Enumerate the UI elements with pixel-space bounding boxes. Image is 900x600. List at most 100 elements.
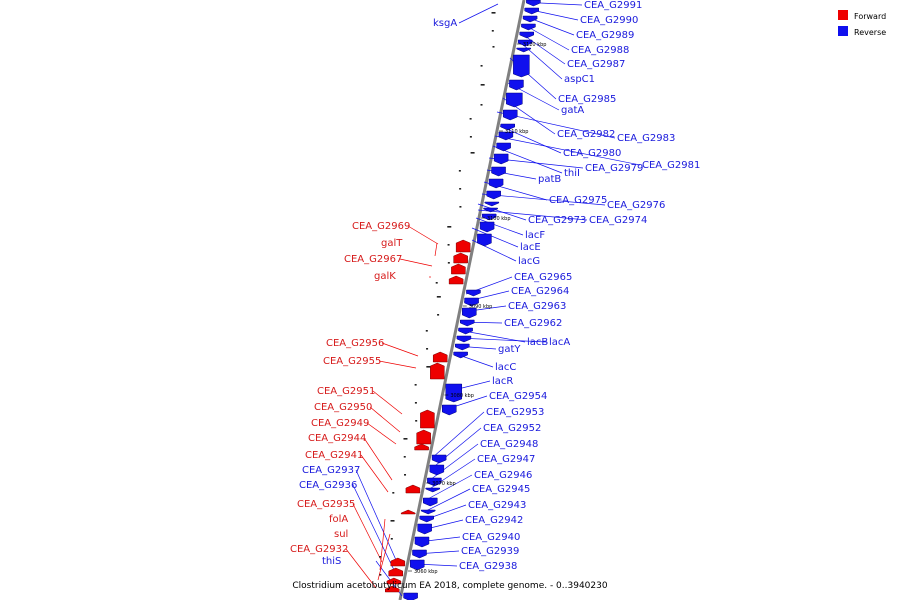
- reverse-gene-31: [445, 383, 463, 403]
- reverse-gene-label: gatA: [561, 105, 584, 116]
- forward-gene-13: [386, 577, 402, 585]
- reverse-leader-line: [475, 217, 524, 236]
- reverse-leader-line: [425, 474, 473, 501]
- reverse-gene-label: CEA_G2979: [585, 163, 643, 174]
- forward-leader-line: [372, 390, 403, 415]
- reverse-gene-label: CEA_G2946: [474, 470, 532, 481]
- reverse-gene-label: CEA_G2952: [483, 423, 541, 434]
- reverse-gene-43: [409, 559, 425, 571]
- reverse-gene-36: [425, 487, 440, 493]
- reverse-gene-label: CEA_G2947: [477, 454, 535, 465]
- reverse-gene-label: CEA_G2954: [489, 391, 547, 402]
- reverse-gene-4: [519, 31, 535, 39]
- forward-leader-line: [407, 225, 439, 245]
- forward-gene-label: CEA_G2935: [297, 499, 355, 510]
- reverse-gene-23: [466, 289, 481, 297]
- forward-gene-3: [448, 275, 464, 285]
- reverse-gene-25: [462, 307, 477, 319]
- reverse-gene-37: [422, 497, 438, 507]
- reverse-leader-line: [481, 193, 606, 206]
- reverse-gene-label: CEA_G2963: [508, 301, 566, 312]
- reverse-gene-30: [453, 351, 468, 359]
- reverse-gene-label: CEA_G2991: [584, 0, 642, 11]
- reverse-gene-32: [442, 404, 457, 416]
- reverse-gene-label: CEA_G2948: [480, 439, 538, 450]
- reverse-gene-8: [509, 79, 524, 91]
- genome-backbone: [398, 0, 526, 600]
- feature-tick-7: [469, 136, 472, 138]
- forward-gene-label: CEA_G2955: [323, 356, 381, 367]
- reverse-gene-label: CEA_G2938: [459, 561, 517, 572]
- feature-tick-28: [390, 520, 395, 522]
- forward-leader-line: [377, 533, 391, 581]
- reverse-gene-17: [486, 190, 501, 200]
- reverse-gene-26: [459, 319, 475, 327]
- forward-gene-9: [405, 484, 421, 494]
- reverse-gene-label: thiI: [564, 168, 580, 179]
- forward-leader-line: [345, 548, 377, 589]
- reverse-gene-38: [420, 509, 436, 515]
- forward-gene-12: [388, 567, 404, 577]
- reverse-gene-label: CEA_G2981: [642, 160, 700, 171]
- forward-leader-line: [381, 342, 419, 357]
- reverse-gene-label: gatY: [498, 344, 521, 355]
- forward-leader-line: [399, 258, 433, 267]
- forward-gene-label: CEA_G2932: [290, 544, 348, 555]
- feature-tick-29: [390, 538, 393, 540]
- feature-tick-1: [491, 30, 494, 32]
- reverse-gene-label: CEA_G2980: [563, 148, 621, 159]
- forward-gene-label: CEA_G2941: [305, 450, 363, 461]
- reverse-gene-label: lacE: [520, 242, 541, 253]
- forward-gene-8: [414, 443, 429, 451]
- reverse-gene-label: lacF: [525, 230, 545, 241]
- reverse-gene-19: [483, 207, 498, 213]
- reverse-gene-14: [493, 153, 509, 165]
- reverse-gene-9: [506, 92, 523, 108]
- reverse-gene-2: [522, 15, 538, 23]
- feature-tick-0: [491, 12, 496, 14]
- forward-gene-label: CEA_G2967: [344, 254, 402, 265]
- reverse-gene-40: [417, 523, 432, 535]
- reverse-gene-label: lacR: [492, 376, 513, 387]
- forward-gene-label: galK: [374, 271, 396, 282]
- reverse-gene-6: [516, 47, 531, 53]
- forward-gene-label: galT: [381, 238, 403, 249]
- reverse-gene-41: [414, 536, 430, 548]
- scale-tick-label: 3080 kbp: [450, 393, 474, 399]
- reverse-gene-11: [500, 123, 515, 131]
- reverse-gene-29: [455, 343, 470, 351]
- forward-gene-label: CEA_G2949: [311, 418, 369, 429]
- reverse-gene-21: [479, 221, 495, 233]
- feature-tick-24: [403, 438, 408, 440]
- reverse-gene-label: CEA_G2976: [607, 200, 665, 211]
- reverse-gene-12: [498, 131, 514, 141]
- reverse-gene-22: [477, 233, 492, 247]
- reverse-leader-line: [431, 411, 485, 459]
- reverse-leader-line: [423, 488, 471, 513]
- scale-ticks: 3120 kbp 3110 kbp 3100 kbp 3090 kbp 3080 kbp…: [407, 42, 546, 575]
- reverse-gene-28: [456, 335, 472, 343]
- forward-gene-label: CEA_G2944: [308, 433, 366, 444]
- reverse-gene-15: [491, 166, 506, 177]
- forward-leader-line: [369, 406, 401, 433]
- reverse-gene-3: [521, 23, 536, 31]
- forward-gene-label: sul: [334, 529, 348, 540]
- reverse-leader-line: [352, 484, 395, 571]
- scale-tick-label: 3070 kbp: [432, 481, 456, 487]
- legend-reverse-label: Reverse: [854, 28, 886, 37]
- feature-tick-31: [379, 574, 382, 576]
- forward-gene-7: [416, 429, 431, 445]
- feature-tick-9: [458, 170, 461, 172]
- reverse-gene-0: [526, 0, 541, 7]
- forward-leader-line: [434, 242, 438, 257]
- forward-gene-label: CEA_G2951: [317, 386, 375, 397]
- feature-tick-15: [435, 282, 438, 284]
- reverse-gene-label: lacA: [549, 337, 570, 348]
- reverse-leader-line: [527, 26, 570, 51]
- forward-gene-label: CEA_G2956: [326, 338, 384, 349]
- reverse-leader-line: [355, 469, 397, 561]
- feature-tick-3: [480, 65, 483, 67]
- reverse-gene-24: [464, 297, 479, 307]
- forward-gene-0: [455, 239, 471, 253]
- reverse-gene-27: [458, 327, 473, 335]
